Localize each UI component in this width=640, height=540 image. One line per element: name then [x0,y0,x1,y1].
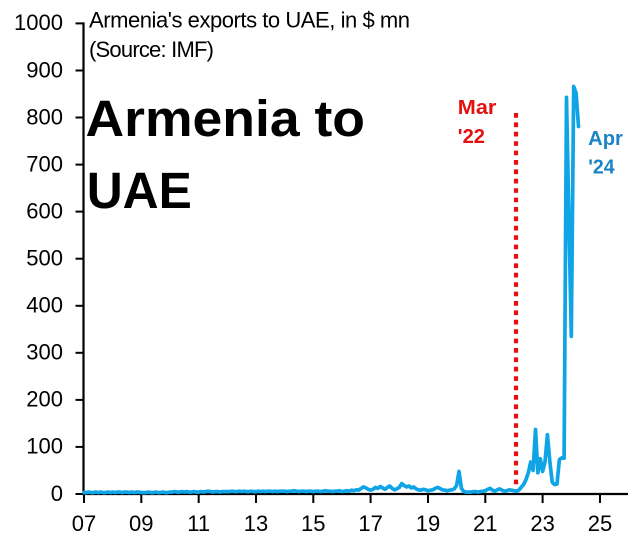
svg-text:'24: '24 [588,156,615,178]
svg-text:800: 800 [26,104,63,129]
svg-text:200: 200 [26,387,63,412]
svg-text:700: 700 [26,151,63,176]
svg-text:21: 21 [473,511,497,536]
svg-text:500: 500 [26,246,63,271]
svg-text:25: 25 [588,511,612,536]
svg-text:900: 900 [26,57,63,82]
svg-text:1000: 1000 [14,10,63,35]
svg-text:(Source: IMF): (Source: IMF) [89,37,214,62]
svg-text:07: 07 [72,511,96,536]
svg-text:'22: '22 [458,126,485,148]
svg-text:400: 400 [26,293,63,318]
svg-text:15: 15 [301,511,325,536]
svg-text:19: 19 [416,511,440,536]
svg-text:300: 300 [26,340,63,365]
svg-text:0: 0 [51,481,63,506]
svg-text:100: 100 [26,434,63,459]
svg-text:Apr: Apr [588,128,623,150]
svg-text:Mar: Mar [458,97,497,119]
svg-text:Armenia's exports to UAE, in $: Armenia's exports to UAE, in $ mn [89,8,410,33]
svg-text:UAE: UAE [87,161,192,219]
svg-text:09: 09 [129,511,153,536]
svg-text:11: 11 [187,511,210,536]
svg-text:13: 13 [244,511,268,536]
svg-text:600: 600 [26,198,63,223]
svg-text:17: 17 [358,511,382,536]
svg-text:23: 23 [530,511,554,536]
svg-text:Armenia to: Armenia to [86,91,365,148]
